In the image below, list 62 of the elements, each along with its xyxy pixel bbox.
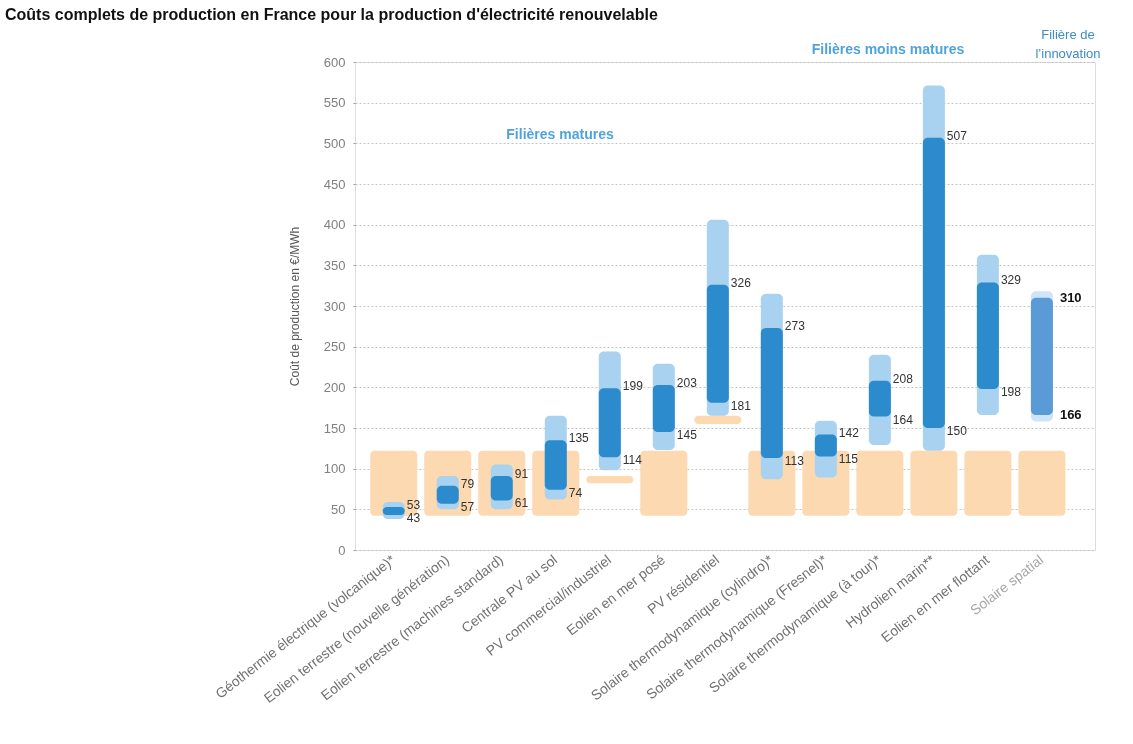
annotation: Filières matures (506, 126, 614, 142)
annotation: 57 (460, 499, 475, 514)
bar (856, 450, 904, 516)
bar (544, 440, 567, 490)
y-tick-label: 550 (323, 95, 346, 111)
bar (1018, 450, 1066, 516)
bar (706, 284, 729, 403)
y-tick-label: 300 (323, 298, 346, 314)
chart-title: Coûts complets de production en France pour la production d'électricité renouvelable (5, 6, 658, 23)
y-tick-label: 500 (323, 135, 346, 151)
annotation: 273 (784, 318, 806, 333)
y-axis-title: Coût de production en €/MWh (287, 226, 302, 387)
bar (922, 137, 945, 428)
annotation: 329 (1000, 273, 1022, 288)
text: Filières moins matures (811, 41, 965, 57)
annotation: 79 (460, 476, 475, 491)
y-tick-label: 250 (323, 339, 346, 355)
bar (490, 475, 513, 501)
bar (694, 415, 742, 424)
bar (910, 450, 958, 516)
annotation: 61 (514, 496, 529, 511)
bar (640, 450, 688, 516)
y-tick-label: 50 (331, 501, 346, 517)
annotation: 142 (838, 425, 860, 440)
annotation: 326 (730, 275, 752, 290)
annotation: 53 (406, 497, 421, 512)
bar (586, 475, 634, 484)
y-tick-label: 400 (323, 217, 346, 233)
annotation: 91 (514, 466, 529, 481)
bar (652, 384, 675, 433)
text: Filière de l’innovation (1035, 27, 1101, 61)
annotation: 114 (622, 453, 643, 468)
bar (976, 282, 999, 389)
bar (760, 327, 783, 459)
annotation: 198 (1000, 384, 1022, 399)
annotation: 145 (676, 428, 698, 443)
y-tick-label: 600 (323, 54, 346, 70)
annotation: 74 (568, 485, 583, 500)
y-tick-label: 350 (323, 257, 346, 273)
bar (868, 380, 891, 417)
bar (598, 388, 621, 458)
y-tick-label: 100 (323, 461, 346, 477)
y-tick-label: 0 (338, 542, 346, 558)
annotation: 199 (622, 379, 644, 394)
bar (814, 434, 837, 457)
annotation: 113 (784, 454, 805, 469)
y-tick-label: 450 (323, 176, 346, 192)
annotation: 203 (676, 375, 698, 390)
annotation: 115 (838, 452, 859, 467)
annotation: 507 (946, 128, 968, 143)
annotation: 164 (892, 412, 914, 427)
annotation: 135 (568, 431, 590, 446)
y-tick-label: 150 (323, 420, 346, 436)
annotation: 181 (730, 398, 752, 413)
bar (436, 485, 459, 504)
annotation: 208 (892, 371, 914, 386)
annotation: 43 (406, 511, 421, 526)
bar (964, 450, 1012, 516)
annotation: 310 (1059, 289, 1082, 305)
annotation: 150 (946, 424, 968, 438)
y-tick-label: 200 (323, 379, 346, 395)
annotation: 166 (1059, 406, 1082, 422)
